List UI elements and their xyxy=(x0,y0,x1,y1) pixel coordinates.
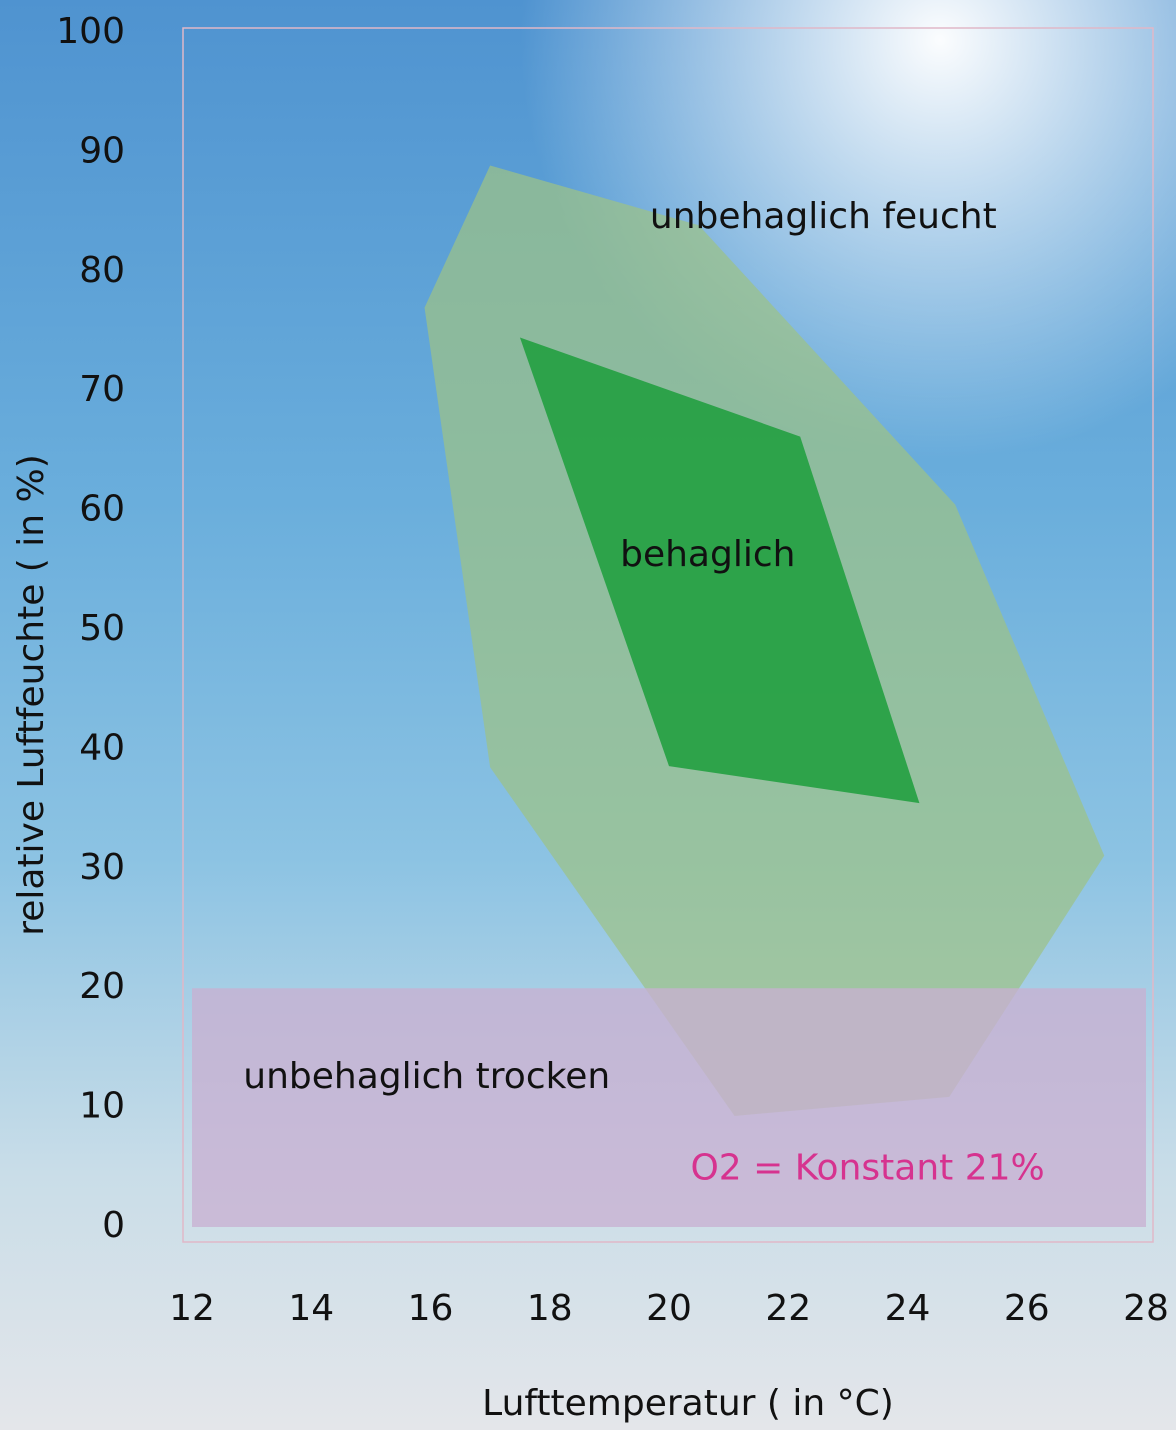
y-tick-label: 20 xyxy=(79,966,125,1007)
region xyxy=(519,337,920,804)
x-tick-label: 20 xyxy=(646,1288,692,1329)
annotation: O2 = Konstant 21% xyxy=(690,1148,1044,1189)
x-axis-label: Lufttemperatur ( in °C) xyxy=(482,1383,894,1424)
annotation: unbehaglich trocken xyxy=(243,1056,610,1097)
y-tick-label: 90 xyxy=(79,130,125,171)
y-tick-label: 100 xyxy=(56,11,125,52)
x-tick-label: 26 xyxy=(1004,1288,1050,1329)
x-tick-label: 16 xyxy=(408,1288,454,1329)
x-tick-label: 12 xyxy=(169,1288,215,1329)
y-axis-label: relative Luftfeuchte ( in %) xyxy=(11,454,52,936)
y-tick-label: 40 xyxy=(79,727,125,768)
y-tick-label: 0 xyxy=(102,1205,125,1246)
plot-frame xyxy=(182,27,1154,1243)
y-tick-label: 60 xyxy=(79,489,125,530)
y-tick-label: 30 xyxy=(79,847,125,888)
y-tick-label: 80 xyxy=(79,250,125,291)
annotation: behaglich xyxy=(620,534,795,575)
region xyxy=(192,988,1146,1227)
x-tick-label: 14 xyxy=(288,1288,334,1329)
x-tick-label: 22 xyxy=(765,1288,811,1329)
y-tick-label: 70 xyxy=(79,369,125,410)
x-tick-label: 18 xyxy=(527,1288,573,1329)
x-tick-label: 24 xyxy=(885,1288,931,1329)
annotation: unbehaglich feucht xyxy=(650,196,997,237)
x-tick-label: 28 xyxy=(1123,1288,1169,1329)
y-tick-label: 10 xyxy=(79,1086,125,1127)
y-tick-label: 50 xyxy=(79,608,125,649)
